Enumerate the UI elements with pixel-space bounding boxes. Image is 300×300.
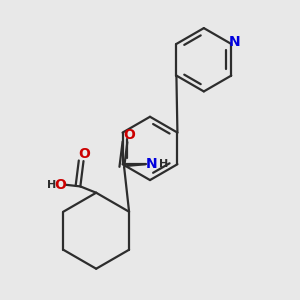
Text: O: O (54, 178, 66, 192)
Text: N: N (229, 35, 241, 50)
Text: H: H (46, 180, 56, 190)
Text: H: H (159, 159, 168, 169)
Text: N: N (145, 157, 157, 171)
Text: O: O (123, 128, 135, 142)
Text: O: O (78, 147, 90, 161)
